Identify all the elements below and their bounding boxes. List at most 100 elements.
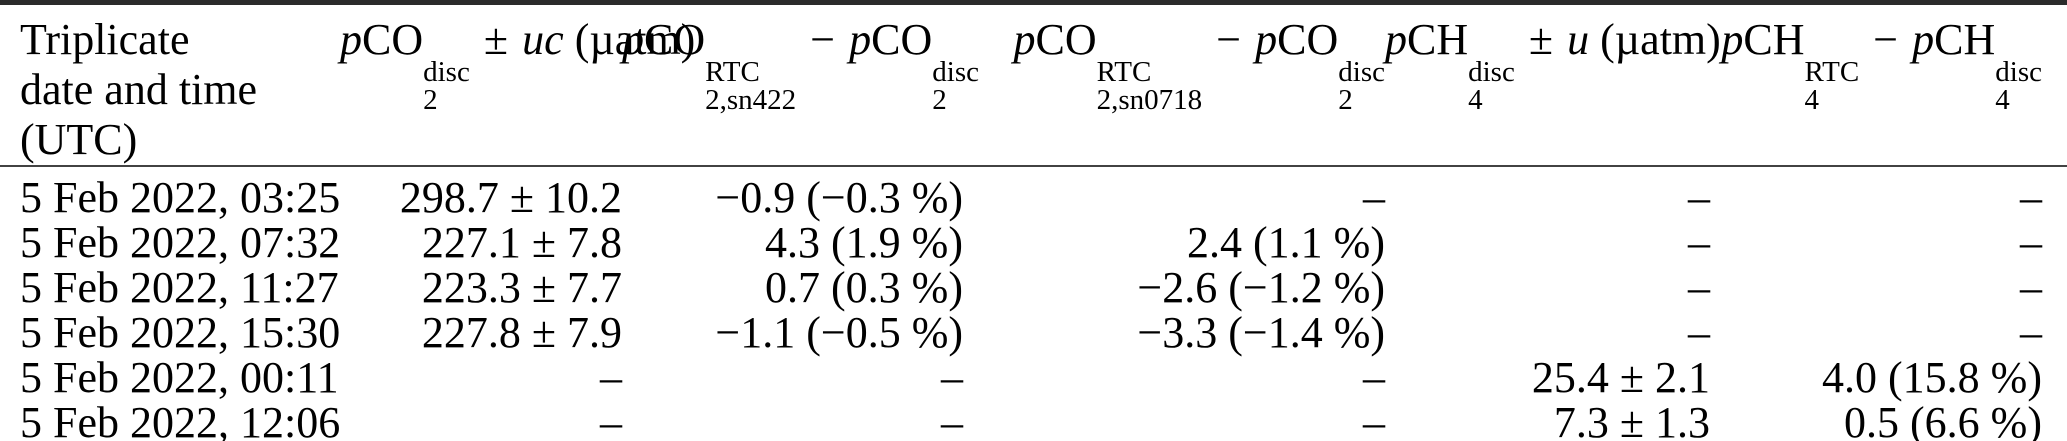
pch4-disc-cell: – xyxy=(1688,173,1710,222)
pco2-sn422-diff-cell: 4.3 (1.9 %) xyxy=(765,218,963,267)
math-p: p xyxy=(1255,15,1278,64)
pch4-diff-cell: – xyxy=(2020,263,2042,312)
pco2-sn422-diff-cell: – xyxy=(941,353,963,402)
table-row: 5 Feb 2022, 03:25 298.7 ± 10.2 −0.9 (−0.… xyxy=(0,166,2067,220)
table-row: 5 Feb 2022, 15:30 227.8 ± 7.9 −1.1 (−0.5… xyxy=(0,310,2067,355)
date-cell: 5 Feb 2022, 03:25 xyxy=(20,173,341,222)
table-row: 5 Feb 2022, 11:27 223.3 ± 7.7 0.7 (0.3 %… xyxy=(0,265,2067,310)
superscript: RTC xyxy=(1804,56,1860,89)
math-p: p xyxy=(1721,15,1744,64)
subscript: 2 xyxy=(423,83,438,116)
subscript: 2 xyxy=(1338,83,1353,116)
minus-sign: − xyxy=(1216,15,1242,64)
pch4-disc-cell: – xyxy=(1688,218,1710,267)
superscript: disc xyxy=(1338,56,1385,89)
chem-base: CO xyxy=(871,15,933,64)
pco2-disc-cell: – xyxy=(600,353,622,402)
header-pch4-disc: pCH disc 4 ± u (µatm) xyxy=(1385,2,1721,167)
superscript: disc xyxy=(423,56,470,89)
chem-scripts: disc 4 xyxy=(1995,56,2042,116)
header-date-line3: (UTC) xyxy=(20,115,138,164)
math-p: p xyxy=(622,15,644,64)
chem-scripts: RTC 2,sn0718 xyxy=(1096,56,1203,116)
minus-sign: − xyxy=(810,15,836,64)
math-u: u xyxy=(1567,15,1590,64)
chem-base: CO xyxy=(644,15,706,64)
pco2-sn0718-diff-cell: 2.4 (1.1 %) xyxy=(1187,218,1385,267)
header-row: Triplicate date and time (UTC) pCO disc 2 … xyxy=(0,2,2067,167)
superscript: disc xyxy=(1468,56,1515,89)
subscript: 4 xyxy=(1468,83,1483,116)
chem-base: CO xyxy=(1277,15,1339,64)
header-date: Triplicate date and time (UTC) xyxy=(0,2,340,167)
pco2-sn422-diff-cell: – xyxy=(941,398,963,441)
pco2-disc-cell: – xyxy=(600,398,622,441)
math-p: p xyxy=(1013,15,1036,64)
pch4-disc-cell: – xyxy=(1688,308,1710,357)
superscript: disc xyxy=(932,56,979,89)
date-cell: 5 Feb 2022, 11:27 xyxy=(20,263,339,312)
header-pco2-sn422-diff: pCO RTC 2,sn422 − pCO disc 2 xyxy=(622,2,979,167)
date-cell: 5 Feb 2022, 00:11 xyxy=(20,353,339,402)
pch4-diff-cell: 4.0 (15.8 %) xyxy=(1822,353,2042,402)
chem-base: CH xyxy=(1407,15,1469,64)
plus-minus: ± xyxy=(483,15,509,64)
pco2-disc-cell: 223.3 ± 7.7 xyxy=(421,263,622,312)
plus-minus: ± xyxy=(1528,15,1554,64)
pco2-sn0718-diff-cell: −3.3 (−1.4 %) xyxy=(1137,308,1385,357)
chem-scripts: disc 4 xyxy=(1468,56,1515,116)
chem-scripts: RTC 4 xyxy=(1804,56,1860,116)
unit-label: (µatm) xyxy=(1600,15,1721,64)
header-date-line1: Triplicate xyxy=(20,15,190,64)
pco2-sn422-diff-cell: 0.7 (0.3 %) xyxy=(765,263,963,312)
header-pch4-diff: pCH RTC 4 − pCH disc 4 xyxy=(1710,2,2067,167)
chem-base: CO xyxy=(362,15,424,64)
table-row: 5 Feb 2022, 00:11 – – – 25.4 ± 2.1 4.0 (… xyxy=(0,355,2067,400)
header-date-line2: date and time xyxy=(20,65,258,114)
pch4-diff-cell: – xyxy=(2020,218,2042,267)
pch4-disc-cell: 7.3 ± 1.3 xyxy=(1553,398,1710,441)
pco2-sn0718-diff-cell: – xyxy=(1363,173,1385,222)
pco2-sn422-diff-cell: −0.9 (−0.3 %) xyxy=(715,173,963,222)
chem-base: CH xyxy=(1934,15,1996,64)
math-uc: uc xyxy=(522,15,564,64)
chem-scripts: disc 2 xyxy=(932,56,979,116)
table-row: 5 Feb 2022, 07:32 227.1 ± 7.8 4.3 (1.9 %… xyxy=(0,220,2067,265)
subscript: 2,sn0718 xyxy=(1096,83,1203,116)
subscript: 4 xyxy=(1995,83,2010,116)
superscript: disc xyxy=(1995,56,2042,89)
chem-base: CH xyxy=(1743,15,1805,64)
pco2-sn0718-diff-cell: – xyxy=(1363,398,1385,441)
pco2-disc-cell: 227.1 ± 7.8 xyxy=(421,218,622,267)
header-pco2-disc: pCO disc 2 ± uc (µatm) xyxy=(340,2,695,167)
pch4-disc-cell: – xyxy=(1688,263,1710,312)
math-p: p xyxy=(849,15,872,64)
pco2-sn0718-diff-cell: – xyxy=(1363,353,1385,402)
chem-scripts: RTC 2,sn422 xyxy=(705,56,797,116)
chem-scripts: disc 2 xyxy=(1338,56,1385,116)
math-p: p xyxy=(1385,15,1407,64)
pch4-diff-cell: – xyxy=(2020,308,2042,357)
subscript: 2,sn422 xyxy=(705,83,797,116)
pco2-disc-cell: 227.8 ± 7.9 xyxy=(421,308,622,357)
pch4-disc-cell: 25.4 ± 2.1 xyxy=(1531,353,1710,402)
date-cell: 5 Feb 2022, 07:32 xyxy=(20,218,341,267)
pch4-diff-cell: 0.5 (6.6 %) xyxy=(1844,398,2042,441)
chem-scripts: disc 2 xyxy=(423,56,470,116)
math-p: p xyxy=(1912,15,1935,64)
pco2-sn422-diff-cell: −1.1 (−0.5 %) xyxy=(715,308,963,357)
pch4-diff-cell: – xyxy=(2020,173,2042,222)
chem-base: CO xyxy=(1035,15,1097,64)
header-pco2-sn0718-diff: pCO RTC 2,sn0718 − pCO disc 2 xyxy=(963,2,1385,167)
superscript: RTC xyxy=(705,56,760,89)
math-p: p xyxy=(340,15,362,64)
minus-sign: − xyxy=(1873,15,1899,64)
date-cell: 5 Feb 2022, 12:06 xyxy=(20,398,341,441)
pco2-sn0718-diff-cell: −2.6 (−1.2 %) xyxy=(1137,263,1385,312)
table-row: 5 Feb 2022, 12:06 – – – 7.3 ± 1.3 0.5 (6… xyxy=(0,400,2067,441)
subscript: 4 xyxy=(1804,83,1820,116)
pco2-disc-cell: 298.7 ± 10.2 xyxy=(399,173,622,222)
subscript: 2 xyxy=(932,83,947,116)
superscript: RTC xyxy=(1096,56,1152,89)
